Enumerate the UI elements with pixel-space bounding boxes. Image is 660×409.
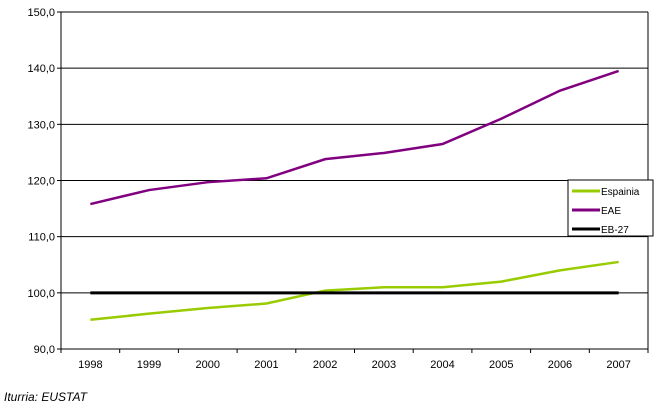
y-tick-label: 100,0: [27, 288, 55, 300]
y-tick-label: 140,0: [27, 63, 55, 75]
legend-label: EB-27: [601, 225, 629, 236]
x-tick-label: 1999: [137, 359, 161, 371]
x-tick-label: 2007: [606, 359, 630, 371]
y-tick-label: 120,0: [27, 176, 55, 188]
legend-label: EAE: [601, 206, 621, 217]
x-tick-label: 2000: [196, 359, 220, 371]
source-note: Iturria: EUSTAT: [4, 390, 87, 404]
x-tick-label: 2002: [313, 359, 337, 371]
legend-label: Espainia: [601, 187, 640, 198]
x-tick-label: 1998: [78, 359, 102, 371]
legend: [567, 179, 654, 237]
x-tick-label: 2001: [254, 359, 278, 371]
x-tick-label: 2003: [372, 359, 396, 371]
y-tick-label: 130,0: [27, 119, 55, 131]
series-line-espainia: [90, 260, 619, 322]
x-tick-label: 2005: [489, 359, 513, 371]
y-tick-label: 150,0: [27, 7, 55, 19]
series-line-eae: [90, 69, 620, 206]
x-tick-label: 2006: [548, 359, 572, 371]
y-tick-label: 110,0: [28, 232, 55, 244]
y-tick-label: 90,0: [34, 344, 55, 356]
x-tick-label: 2004: [430, 359, 454, 371]
